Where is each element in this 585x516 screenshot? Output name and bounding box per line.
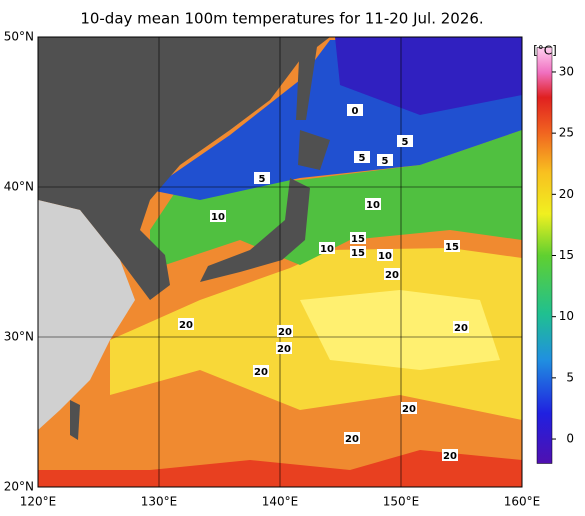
contour-label-box <box>210 210 226 222</box>
colorbar-tick-label: 10 <box>559 309 574 323</box>
contour-label: 10 <box>366 200 380 211</box>
contour-label: 20 <box>277 344 291 355</box>
contour-label: 5 <box>259 174 266 185</box>
contour-label: 20 <box>179 320 193 331</box>
contour-label: 10 <box>378 251 392 262</box>
ocean-yellow <box>110 248 522 420</box>
contour-label-box <box>365 198 381 210</box>
colorbar-tick-label: 15 <box>559 248 574 262</box>
contour-label: 15 <box>351 248 365 259</box>
contour-label: 5 <box>402 137 409 148</box>
contour-label: 20 <box>254 367 268 378</box>
title: 10-day mean 100m temperatures for 11-20 … <box>80 10 483 28</box>
contour-label-box <box>354 151 370 163</box>
contour-label-box <box>377 249 393 261</box>
colorbar-tick-label: 25 <box>559 126 574 140</box>
ocean-cold <box>335 37 522 115</box>
contour-label: 5 <box>382 156 389 167</box>
contour-label-box <box>276 342 292 354</box>
x-tick-label: 130°E <box>141 495 178 509</box>
contour-label-box <box>444 240 460 252</box>
contour-label-box <box>397 135 413 147</box>
colorbar-tick-label: 5 <box>566 370 574 384</box>
land <box>38 37 330 300</box>
y-tick-label: 50°N <box>4 30 34 44</box>
contour-label-box <box>401 402 417 414</box>
y-tick-label: 20°N <box>4 480 34 494</box>
contour-label-box <box>350 232 366 244</box>
contour-label-box <box>442 449 458 461</box>
colorbar-label: [°C] <box>533 44 557 58</box>
contour-label-box <box>319 242 335 254</box>
colorbar-tick-label: 20 <box>559 187 574 201</box>
contour-label-box <box>350 246 366 258</box>
contour-label-box <box>347 104 363 116</box>
contour-label-box <box>384 268 400 280</box>
ocean-green <box>150 130 522 270</box>
island <box>298 130 330 170</box>
contour-label-box <box>253 365 269 377</box>
x-tick-label: 120°E <box>20 495 57 509</box>
y-tick-label: 30°N <box>4 330 34 344</box>
x-tick-label: 140°E <box>262 495 299 509</box>
island <box>70 400 80 440</box>
x-tick-label: 160°E <box>504 495 541 509</box>
contour-label: 20 <box>454 323 468 334</box>
island <box>296 40 318 120</box>
contour-label: 20 <box>278 327 292 338</box>
colorbar <box>536 47 553 464</box>
land-light <box>38 200 135 430</box>
contour-label: 15 <box>445 242 459 253</box>
contour-label-box <box>453 321 469 333</box>
colorbar-tick-label: 0 <box>566 432 574 446</box>
contour-label-box <box>254 172 270 184</box>
contour-label: 15 <box>351 234 365 245</box>
contour-label: 20 <box>385 270 399 281</box>
contour-label: 0 <box>352 106 359 117</box>
contour-label: 10 <box>320 244 334 255</box>
x-tick-label: 150°E <box>383 495 420 509</box>
contour-label-box <box>344 432 360 444</box>
colorbar-tick-label: 30 <box>559 64 574 78</box>
contour-label: 20 <box>443 451 457 462</box>
contour-label: 5 <box>359 153 366 164</box>
contour-label-box <box>178 318 194 330</box>
contour-label: 10 <box>211 212 225 223</box>
ocean-light <box>300 290 500 370</box>
island <box>200 178 310 282</box>
contour-label-box <box>277 325 293 337</box>
contour-label-box <box>377 154 393 166</box>
contour-label: 20 <box>345 434 359 445</box>
contour-label: 20 <box>402 404 416 415</box>
y-tick-label: 40°N <box>4 180 34 194</box>
